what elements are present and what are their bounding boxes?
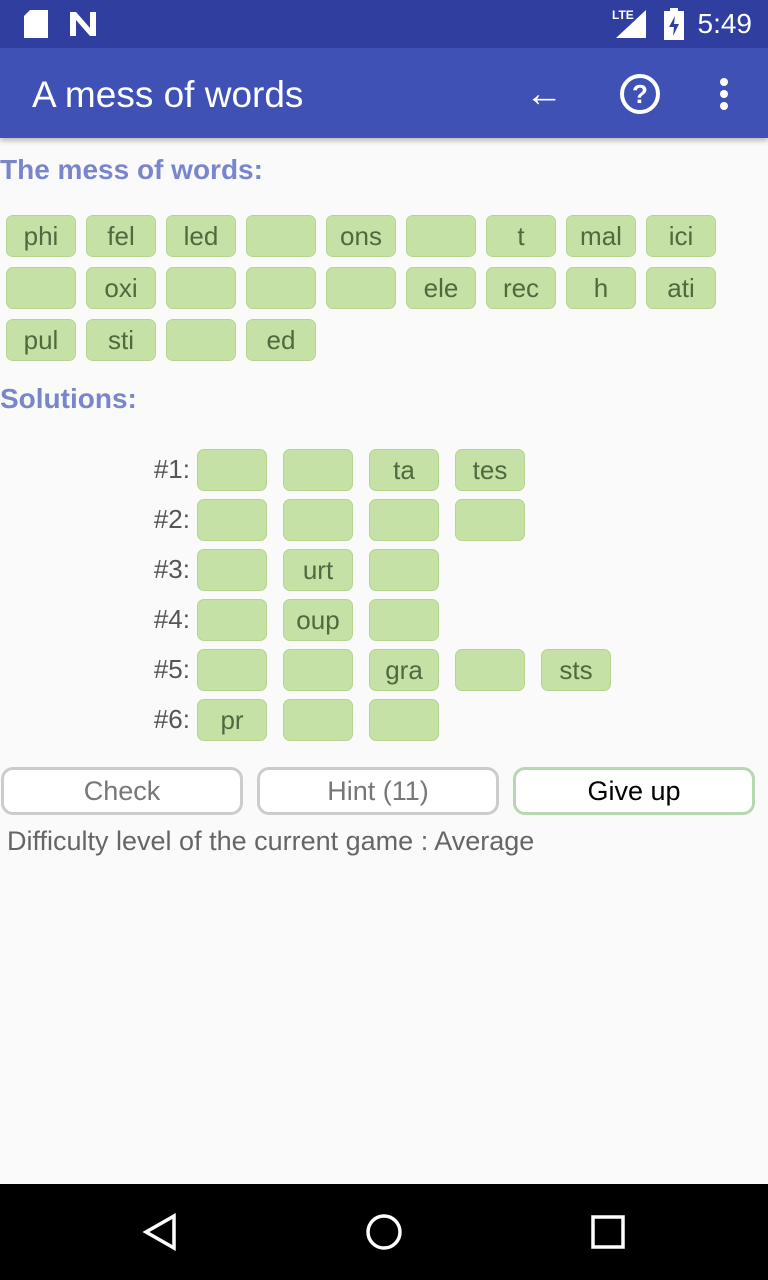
solution-slot[interactable] [283, 699, 353, 741]
word-tile[interactable] [246, 267, 316, 309]
solution-slot[interactable] [455, 499, 525, 541]
word-tile[interactable]: ati [646, 267, 716, 309]
word-tile[interactable]: ele [406, 267, 476, 309]
clock: 5:49 [697, 8, 753, 39]
word-tile[interactable]: rec [486, 267, 556, 309]
word-tile[interactable]: phi [6, 215, 76, 257]
word-tile[interactable]: mal [566, 215, 636, 257]
n-notification-icon [70, 12, 96, 36]
solution-label: #1: [153, 454, 190, 484]
solution-slot[interactable]: urt [283, 549, 353, 591]
word-tile[interactable]: sti [86, 319, 156, 361]
sd-card-icon [24, 10, 48, 38]
solution-slot[interactable] [197, 499, 267, 541]
word-tile[interactable]: t [486, 215, 556, 257]
solution-slot[interactable] [455, 649, 525, 691]
word-tile[interactable] [406, 215, 476, 257]
solution-label: #2: [153, 504, 190, 534]
status-bar: LTE 5:49 [0, 0, 768, 48]
help-icon[interactable]: ? [618, 72, 662, 116]
solution-slot[interactable] [283, 649, 353, 691]
svg-text:?: ? [632, 79, 648, 109]
word-tile[interactable] [6, 267, 76, 309]
word-tile[interactable]: h [566, 267, 636, 309]
word-tile[interactable] [166, 319, 236, 361]
solution-slot[interactable] [197, 649, 267, 691]
word-tile[interactable]: ons [326, 215, 396, 257]
home-nav-icon[interactable] [364, 1212, 404, 1252]
hint-button[interactable]: Hint (11) [257, 767, 499, 815]
word-tile[interactable] [326, 267, 396, 309]
mess-heading: The mess of words: [0, 154, 263, 185]
solution-slot[interactable] [369, 699, 439, 741]
solution-slot[interactable]: gra [369, 649, 439, 691]
word-tile[interactable]: ici [646, 215, 716, 257]
app-bar: A mess of words ← ? [0, 48, 768, 138]
check-button[interactable]: Check [1, 767, 243, 815]
signal-icon [616, 10, 646, 38]
solution-slot[interactable]: tes [455, 449, 525, 491]
solutions-heading: Solutions: [0, 383, 137, 414]
solution-slot[interactable]: oup [283, 599, 353, 641]
solution-slot[interactable] [369, 599, 439, 641]
more-vert-icon[interactable] [702, 72, 746, 116]
solution-slot[interactable] [197, 549, 267, 591]
give-up-button[interactable]: Give up [513, 767, 755, 815]
solution-slot[interactable]: pr [197, 699, 267, 741]
solution-slot[interactable] [369, 549, 439, 591]
word-tile[interactable] [246, 215, 316, 257]
app-title: A mess of words [32, 74, 304, 115]
solution-label: #4: [153, 604, 190, 634]
solution-slot[interactable] [197, 449, 267, 491]
solution-label: #3: [153, 554, 190, 584]
word-tile[interactable]: pul [6, 319, 76, 361]
word-tile[interactable]: fel [86, 215, 156, 257]
battery-charging-icon [664, 8, 684, 40]
solution-slot[interactable] [369, 499, 439, 541]
difficulty-text: Difficulty level of the current game : A… [7, 826, 535, 856]
back-arrow-icon[interactable]: ← [525, 73, 563, 115]
word-tile[interactable]: led [166, 215, 236, 257]
solution-label: #6: [153, 704, 190, 734]
word-tile[interactable] [166, 267, 236, 309]
solution-slot[interactable] [283, 449, 353, 491]
solution-slot[interactable]: ta [369, 449, 439, 491]
solution-slot[interactable] [283, 499, 353, 541]
word-tile[interactable]: ed [246, 319, 316, 361]
back-nav-icon[interactable] [140, 1212, 180, 1252]
navigation-bar [0, 1184, 768, 1280]
network-type: LTE [612, 8, 634, 22]
recents-nav-icon[interactable] [590, 1214, 626, 1250]
word-tile[interactable]: oxi [86, 267, 156, 309]
solution-label: #5: [153, 654, 190, 684]
solution-slot[interactable] [197, 599, 267, 641]
solution-slot[interactable]: sts [541, 649, 611, 691]
